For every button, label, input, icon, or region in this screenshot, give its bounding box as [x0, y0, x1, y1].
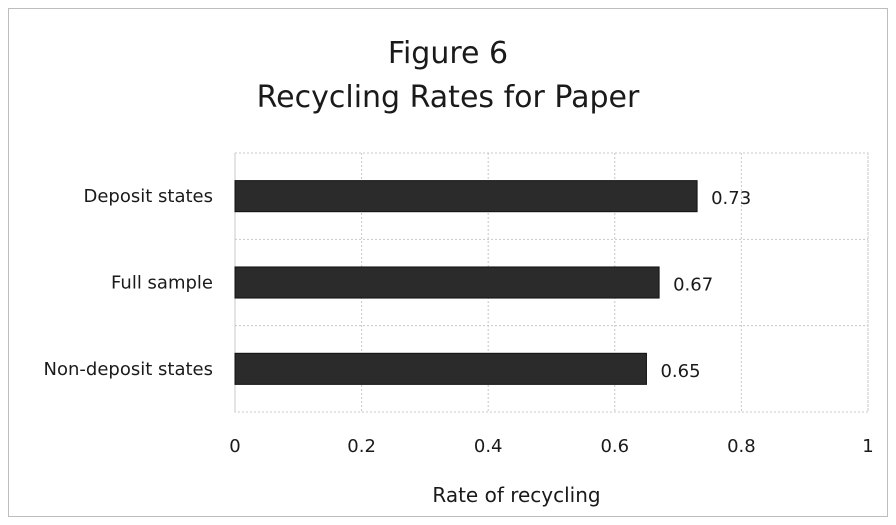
bar: [234, 266, 660, 299]
x-tick-label: 0.8: [727, 436, 756, 457]
x-tick-label: 0.2: [347, 436, 376, 457]
data-label: 0.67: [673, 275, 713, 296]
x-tick-label: 0.4: [474, 436, 503, 457]
category-label: Non-deposit states: [44, 359, 213, 380]
chart-title: Figure 6: [387, 36, 509, 71]
category-label: Full sample: [111, 273, 213, 294]
chart-frame: [8, 8, 888, 517]
data-label: 0.73: [711, 188, 751, 209]
bar: [234, 352, 647, 385]
plot-area: [234, 152, 869, 413]
x-tick-label: 0.6: [600, 436, 629, 457]
x-tick-label: 1: [862, 436, 873, 457]
category-label: Deposit states: [83, 186, 213, 207]
x-axis-title: Rate of recycling: [432, 483, 600, 507]
x-tick-label: 0: [229, 436, 240, 457]
chart-subtitle: Recycling Rates for Paper: [256, 80, 640, 115]
bar: [234, 180, 698, 213]
data-label: 0.65: [660, 361, 700, 382]
